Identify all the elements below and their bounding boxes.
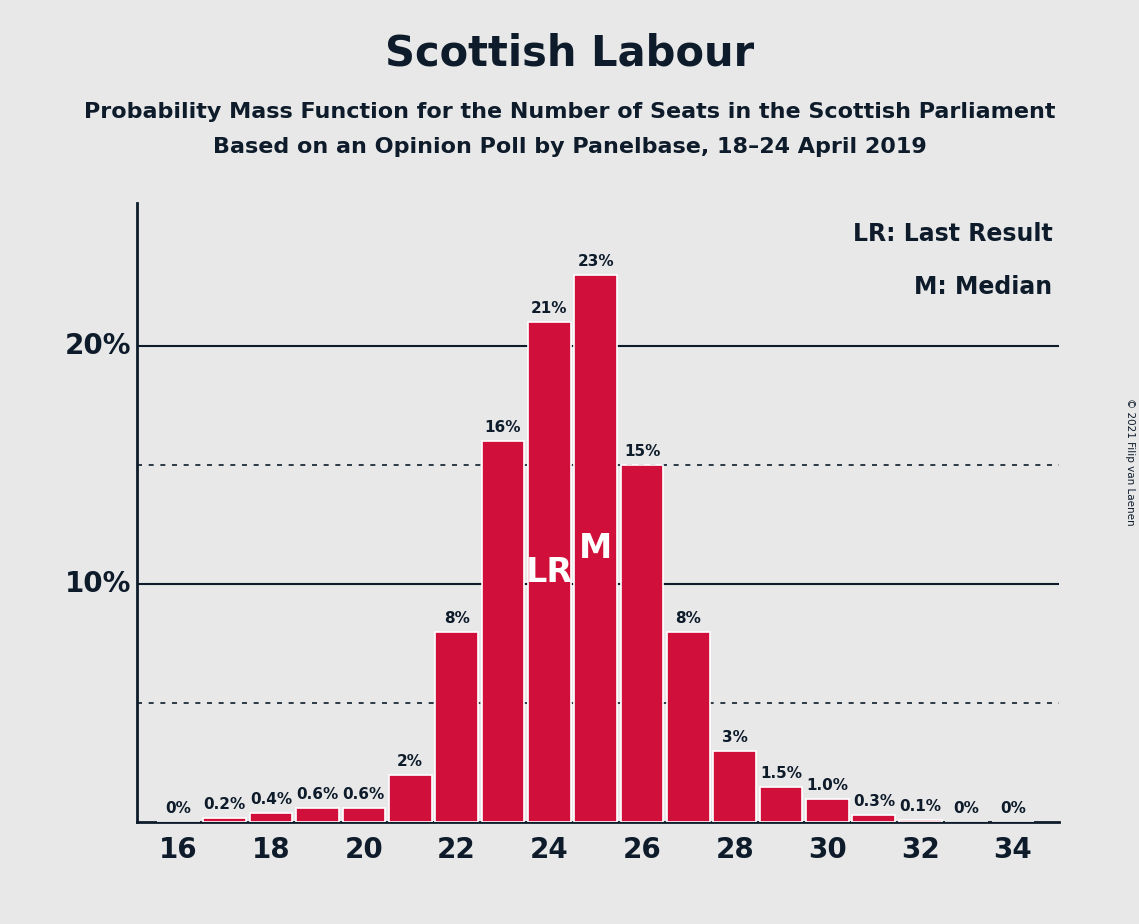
Text: Probability Mass Function for the Number of Seats in the Scottish Parliament: Probability Mass Function for the Number… bbox=[84, 102, 1055, 122]
Text: 0%: 0% bbox=[165, 801, 191, 817]
Text: 0%: 0% bbox=[953, 801, 980, 817]
Text: 10%: 10% bbox=[65, 570, 131, 598]
Text: 8%: 8% bbox=[675, 611, 702, 626]
Bar bbox=[249, 813, 293, 822]
Text: © 2021 Filip van Laenen: © 2021 Filip van Laenen bbox=[1125, 398, 1134, 526]
Text: 23%: 23% bbox=[577, 254, 614, 269]
Bar bbox=[621, 465, 663, 822]
Bar bbox=[899, 820, 942, 822]
Text: M: M bbox=[579, 532, 613, 565]
Bar bbox=[388, 774, 432, 822]
Text: 8%: 8% bbox=[443, 611, 469, 626]
Bar bbox=[482, 442, 524, 822]
Text: 0.6%: 0.6% bbox=[343, 787, 385, 802]
Text: 0%: 0% bbox=[1000, 801, 1026, 817]
Text: Scottish Labour: Scottish Labour bbox=[385, 32, 754, 74]
Bar bbox=[296, 808, 338, 822]
Bar bbox=[760, 786, 803, 822]
Text: LR: LR bbox=[526, 556, 573, 589]
Text: 0.2%: 0.2% bbox=[204, 796, 246, 811]
Bar bbox=[574, 274, 617, 822]
Bar bbox=[528, 322, 571, 822]
Text: 16%: 16% bbox=[485, 420, 522, 435]
Text: 0.3%: 0.3% bbox=[853, 795, 895, 809]
Text: 1.5%: 1.5% bbox=[760, 766, 802, 781]
Text: 20%: 20% bbox=[65, 332, 131, 360]
Text: LR: Last Result: LR: Last Result bbox=[853, 223, 1052, 247]
Text: 1.0%: 1.0% bbox=[806, 778, 849, 793]
Bar bbox=[204, 818, 246, 822]
Bar bbox=[852, 815, 895, 822]
Text: 21%: 21% bbox=[531, 301, 567, 316]
Text: 15%: 15% bbox=[624, 444, 661, 459]
Text: 0.1%: 0.1% bbox=[899, 799, 941, 814]
Bar bbox=[713, 751, 756, 822]
Bar bbox=[435, 632, 478, 822]
Bar bbox=[343, 808, 385, 822]
Bar bbox=[667, 632, 710, 822]
Text: 3%: 3% bbox=[722, 730, 747, 745]
Text: M: Median: M: Median bbox=[915, 274, 1052, 298]
Text: Based on an Opinion Poll by Panelbase, 18–24 April 2019: Based on an Opinion Poll by Panelbase, 1… bbox=[213, 137, 926, 157]
Bar bbox=[806, 798, 849, 822]
Text: 0.6%: 0.6% bbox=[296, 787, 338, 802]
Text: 2%: 2% bbox=[398, 754, 424, 769]
Text: 0.4%: 0.4% bbox=[251, 792, 293, 807]
